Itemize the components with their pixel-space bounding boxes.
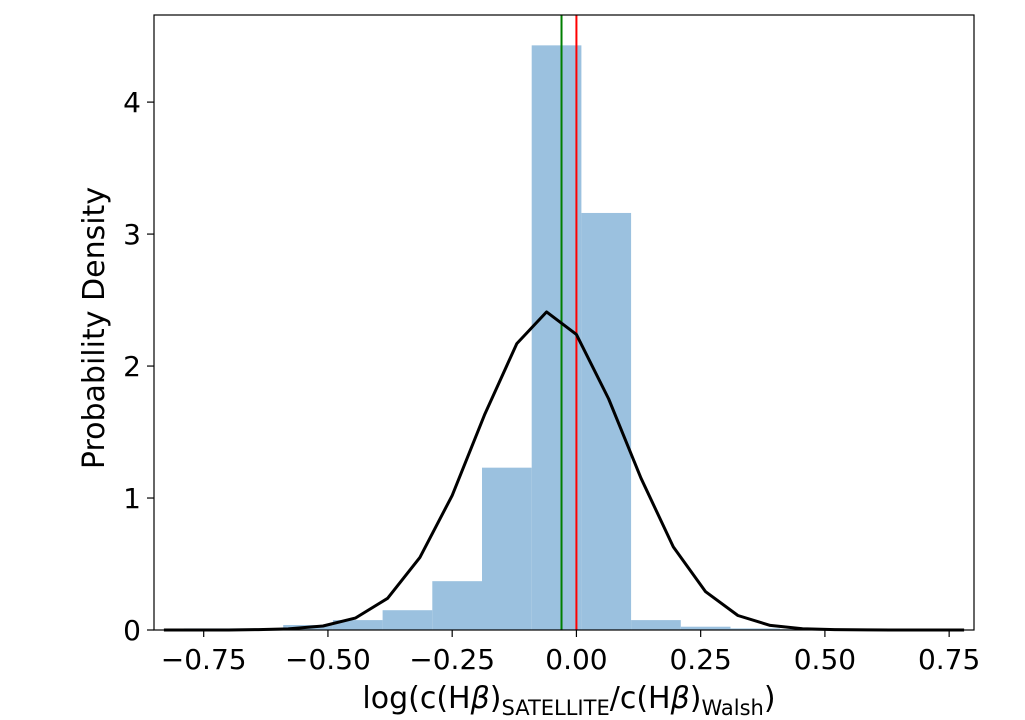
y-axis-label: Probability Density — [77, 187, 112, 469]
histogram-bar — [631, 620, 681, 630]
histogram-bar — [581, 212, 632, 631]
x-tick-label: −0.50 — [285, 643, 371, 676]
x-axis-ticks: −0.75 −0.50 −0.25 0.00 0.25 0.50 0.75 — [161, 630, 980, 676]
histogram-bars — [183, 45, 830, 631]
histogram-bar — [482, 467, 532, 630]
histogram-bar — [531, 45, 582, 631]
histogram-bar — [730, 628, 781, 630]
x-tick-label: 0.75 — [918, 643, 980, 676]
x-tick-label: −0.25 — [409, 643, 495, 676]
x-tick-label: 0.00 — [545, 643, 607, 676]
y-tick-label: 4 — [123, 86, 141, 119]
histogram-bar — [332, 620, 383, 630]
x-tick-label: −0.75 — [161, 643, 247, 676]
histogram-bar — [432, 581, 482, 630]
x-tick-label: 0.50 — [794, 643, 856, 676]
y-tick-label: 3 — [123, 218, 141, 251]
y-tick-label: 1 — [123, 482, 141, 515]
y-axis-ticks: 0 1 2 3 4 — [123, 86, 154, 647]
y-tick-label: 2 — [123, 350, 141, 383]
x-tick-label: 0.25 — [669, 643, 731, 676]
histogram-bar — [680, 626, 731, 630]
y-tick-label: 0 — [123, 614, 141, 647]
x-axis-label: log(c(Hβ)SATELLITE/c(Hβ)Walsh) — [362, 681, 775, 720]
histogram-bar — [382, 610, 433, 630]
plot-frame — [153, 14, 975, 631]
